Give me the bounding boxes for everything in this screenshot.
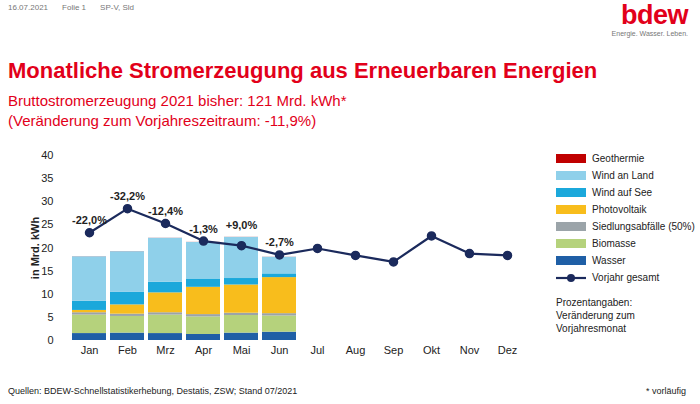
html-text:Biomasse: Biomasse bbox=[592, 238, 636, 249]
svg-text:Apr: Apr bbox=[195, 344, 212, 356]
svg-text:+9,0%: +9,0% bbox=[226, 219, 258, 231]
svg-text:Aug: Aug bbox=[346, 344, 366, 356]
html-text:Photovoltaik: Photovoltaik bbox=[592, 204, 647, 215]
html-text:16.07.2021: 16.07.2021 bbox=[8, 3, 48, 12]
html-text:Vorjahr gesamt: Vorjahr gesamt bbox=[592, 272, 660, 283]
html-text:Siedlungsabfälle (50%): Siedlungsabfälle (50%) bbox=[592, 221, 695, 232]
svg-text:25: 25 bbox=[41, 218, 53, 230]
svg-text:-12,4%: -12,4% bbox=[148, 205, 183, 217]
svg-text:-32,2%: -32,2% bbox=[110, 190, 145, 202]
svg-text:10: 10 bbox=[41, 288, 53, 300]
svg-text:Jul: Jul bbox=[310, 344, 324, 356]
svg-text:-2,7%: -2,7% bbox=[265, 236, 294, 248]
html-text:in Mrd. kWh: in Mrd. kWh bbox=[29, 216, 42, 280]
html-text:SP-V, Sld: SP-V, Sld bbox=[100, 3, 134, 12]
html-text:bdew: bdew bbox=[621, 0, 688, 30]
html-text:Quellen: BDEW-Schnellstatistik: Quellen: BDEW-Schnellstatistikerhebung, … bbox=[8, 386, 298, 396]
html-text:(Veränderung zum Vorjahreszeit: (Veränderung zum Vorjahreszeitraum: -11,… bbox=[8, 112, 317, 129]
svg-text:Sep: Sep bbox=[384, 344, 404, 356]
html-text:* vorläufig: * vorläufig bbox=[646, 386, 686, 396]
html-text:Bruttostromerzeugung 2021 bish: Bruttostromerzeugung 2021 bisher: 121 Mr… bbox=[8, 92, 347, 109]
svg-text:15: 15 bbox=[41, 265, 53, 277]
html-text:Veränderung zum: Veränderung zum bbox=[556, 310, 635, 321]
svg-text:Mai: Mai bbox=[233, 344, 251, 356]
html-text:Energie. Wasser. Leben.: Energie. Wasser. Leben. bbox=[611, 30, 688, 37]
svg-text:35: 35 bbox=[41, 172, 53, 184]
svg-text:Okt: Okt bbox=[423, 344, 440, 356]
svg-text:-22,0%: -22,0% bbox=[72, 214, 107, 226]
svg-text:20: 20 bbox=[41, 242, 53, 254]
svg-text:40: 40 bbox=[41, 149, 53, 161]
html-text:Wind an Land: Wind an Land bbox=[592, 170, 654, 181]
svg-text:Jun: Jun bbox=[271, 344, 289, 356]
html-text:Wasser: Wasser bbox=[592, 255, 626, 266]
html-text:Monatliche Stromerzeugung aus: Monatliche Stromerzeugung aus Erneuerbar… bbox=[8, 58, 598, 83]
html-text:Geothermie: Geothermie bbox=[592, 153, 645, 164]
svg-text:0: 0 bbox=[47, 334, 53, 346]
svg-text:30: 30 bbox=[41, 195, 53, 207]
html-text:Vorjahresmonat: Vorjahresmonat bbox=[556, 323, 626, 334]
svg-text:5: 5 bbox=[47, 311, 53, 323]
html-text:Wind auf See: Wind auf See bbox=[592, 187, 652, 198]
html-text:Prozentangaben:: Prozentangaben: bbox=[556, 297, 633, 308]
svg-text:Mrz: Mrz bbox=[156, 344, 174, 356]
svg-text:-1,3%: -1,3% bbox=[189, 223, 218, 235]
svg-text:Feb: Feb bbox=[118, 344, 137, 356]
html-text:Folie 1: Folie 1 bbox=[62, 3, 87, 12]
svg-text:Jan: Jan bbox=[81, 344, 99, 356]
svg-text:Dez: Dez bbox=[498, 344, 518, 356]
svg-text:Nov: Nov bbox=[460, 344, 480, 356]
